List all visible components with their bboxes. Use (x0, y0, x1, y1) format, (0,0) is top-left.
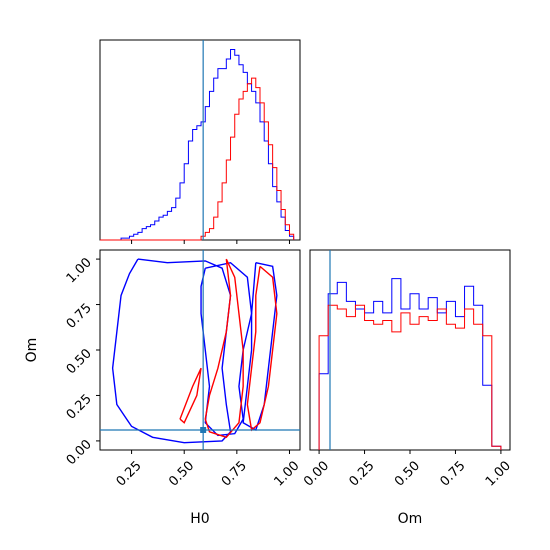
om-histogram-series (318, 278, 502, 450)
joint-panel: 0.25 0.50 0.75 1.00 0.00 0.25 0.50 0.75 1.00 H0… (24, 249, 303, 527)
joint-contour-series-1-level-0 (204, 258, 244, 439)
om-x-tick-label-2: 0.50 (392, 458, 423, 489)
om-x-tick-label-4: 1.00 (483, 458, 514, 489)
om-x-tick-label-3: 0.75 (437, 458, 468, 489)
joint-y-tick-label-3: 0.75 (64, 301, 95, 332)
joint-y-tick-label-1: 0.25 (64, 392, 95, 423)
joint-x-tick-label-1: 0.50 (166, 458, 197, 489)
joint-x-tick-label-0: 0.25 (114, 458, 145, 489)
om-marginal-panel: 0.00 0.25 0.50 0.75 1.00 Om (301, 249, 514, 527)
x-axis-label-h0: H0 (190, 511, 209, 527)
om-x-tick-label-1: 0.25 (347, 458, 378, 489)
joint-contour-series-0-level-1 (200, 261, 253, 437)
joint-contour-series-1-level-2 (246, 265, 278, 432)
joint-y-tick-label-4: 1.00 (64, 255, 95, 286)
om-x-tick-label-0: 0.00 (301, 458, 332, 489)
om-hist-series-1-step (318, 304, 502, 450)
joint-x-tick-label-3: 1.00 (271, 458, 302, 489)
joint-y-ticks: 0.00 0.25 0.50 0.75 1.00 (64, 255, 100, 468)
joint-truth-point (200, 427, 207, 433)
h0-hist-series-0-step (100, 49, 295, 241)
om-marginal-frame (309, 249, 511, 451)
joint-contour-series-0-level-0 (111, 258, 232, 444)
h0-marginal-ticks (131, 240, 290, 244)
h0-marginal-panel (99, 39, 301, 244)
joint-y-tick-label-2: 0.50 (64, 346, 95, 377)
joint-contour-series-1-level-1 (179, 367, 202, 424)
x-axis-label-om: Om (398, 511, 423, 527)
h0-histogram-series (100, 49, 295, 241)
y-axis-label-om: Om (24, 338, 40, 363)
om-hist-series-0-step (318, 278, 502, 450)
joint-y-tick-label-0: 0.00 (64, 437, 95, 468)
om-x-ticks: 0.00 0.25 0.50 0.75 1.00 (301, 450, 514, 490)
joint-contour-series-0-level-2 (242, 262, 278, 432)
h0-hist-series-1-step (100, 77, 295, 241)
joint-x-tick-label-2: 0.75 (219, 458, 250, 489)
joint-x-ticks: 0.25 0.50 0.75 1.00 (114, 450, 303, 490)
h0-marginal-frame (99, 39, 301, 241)
joint-contours (111, 258, 278, 444)
